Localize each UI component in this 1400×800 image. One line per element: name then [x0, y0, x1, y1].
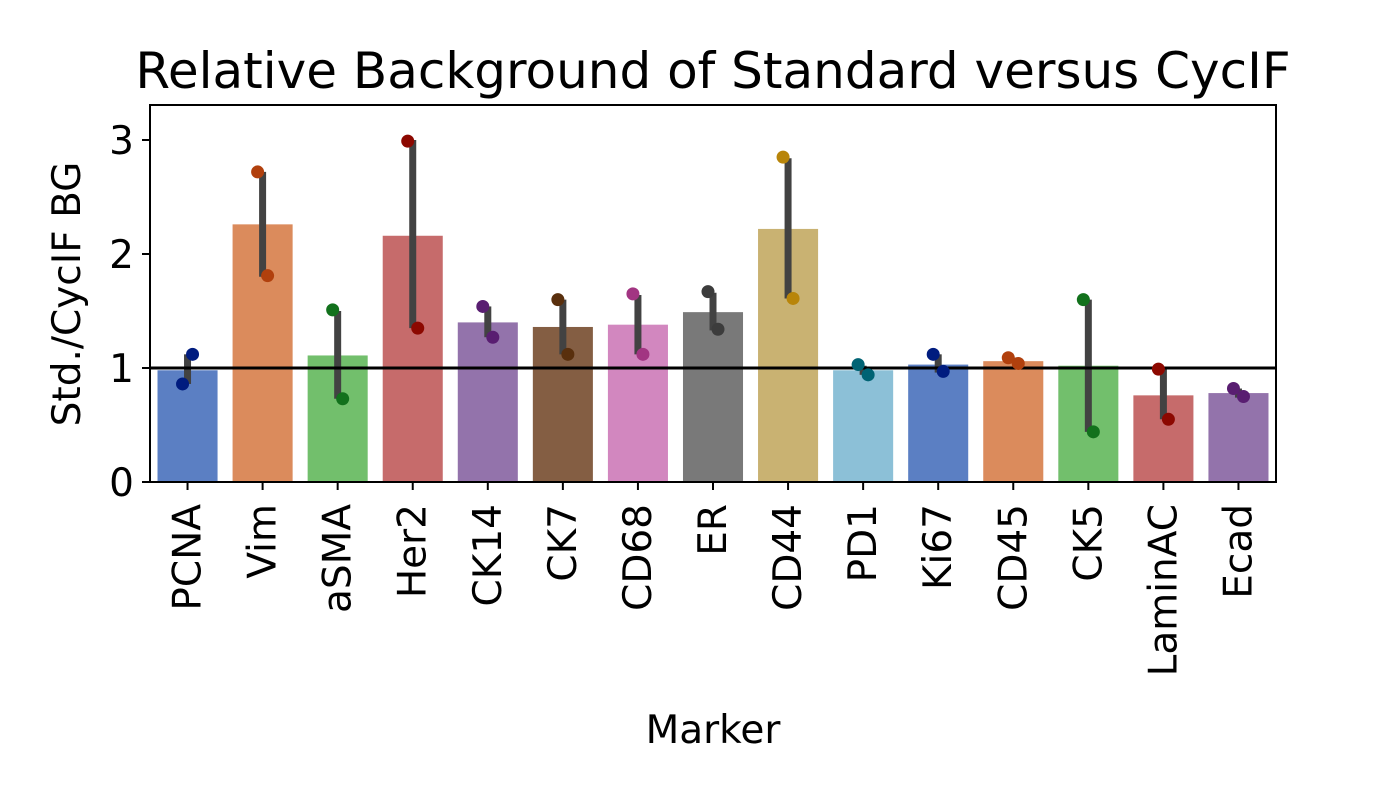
x-tick-label-PCNA: PCNA [166, 504, 211, 611]
data-point-CD45-2 [1011, 356, 1025, 370]
y-tick-label-1: 1 [109, 347, 134, 392]
data-point-PD1-2 [861, 368, 875, 382]
x-tick-label-Vim: Vim [241, 504, 286, 579]
bar-CD45 [983, 361, 1044, 482]
data-point-CD68-1 [626, 287, 640, 301]
data-point-aSMA-1 [326, 303, 340, 317]
y-tick-label-3: 3 [109, 119, 134, 164]
data-point-ER-2 [711, 322, 725, 336]
data-point-ER-1 [701, 285, 715, 299]
x-tick-label-Ki67: Ki67 [916, 504, 961, 590]
data-point-aSMA-2 [336, 392, 350, 406]
bars-layer [157, 224, 1269, 483]
data-point-Vim-1 [251, 165, 265, 179]
bar-CK14 [457, 322, 518, 482]
data-point-Ecad-2 [1236, 390, 1250, 403]
data-point-PD1-1 [851, 358, 865, 372]
x-tick-label-Her2: Her2 [391, 504, 436, 598]
data-point-Her2-1 [401, 134, 415, 148]
data-point-Ki67-2 [936, 364, 950, 378]
data-point-CD44-1 [776, 150, 790, 164]
y-tick-label-0: 0 [109, 461, 134, 506]
data-point-Ecad-1 [1226, 382, 1240, 396]
x-tick-label-CD68: CD68 [616, 504, 661, 611]
bar-PCNA [157, 370, 218, 482]
x-tick-label-CK7: CK7 [541, 504, 586, 582]
points-layer [176, 134, 1250, 439]
y-axis: 0 1 2 3 [109, 119, 150, 506]
x-tick-label-CD45: CD45 [991, 504, 1036, 611]
data-point-CD45-1 [1001, 351, 1015, 365]
data-point-PCNA-2 [186, 347, 200, 361]
data-point-CK7-2 [561, 347, 575, 361]
data-point-CD68-2 [636, 347, 650, 361]
x-tick-label-PD1: PD1 [841, 504, 886, 582]
x-tick-label-LaminAC: LaminAC [1141, 504, 1186, 676]
data-point-CK5-1 [1076, 293, 1090, 307]
x-axis-label: Marker [646, 708, 782, 753]
data-point-LaminAC-1 [1151, 362, 1165, 376]
bar-Ecad [1208, 393, 1269, 482]
data-point-CK14-2 [486, 330, 500, 344]
y-tick-label-2: 2 [109, 233, 134, 278]
bar-ER [682, 312, 744, 482]
x-tick-label-ER: ER [691, 504, 736, 556]
x-axis: PCNA Vim aSMA Her2 CK14 CK7 CD68 ER CD44 PD1 Ki67 C… [166, 482, 1261, 676]
data-point-Her2-2 [411, 321, 425, 335]
data-point-PCNA-1 [176, 377, 190, 391]
data-point-CD44-2 [786, 291, 800, 305]
x-tick-label-aSMA: aSMA [316, 504, 361, 613]
x-tick-label-CK14: CK14 [466, 504, 511, 606]
chart-title: Relative Background of Standard versus C… [135, 42, 1290, 100]
bar-Ki67 [908, 364, 969, 482]
y-axis-label: Std./CycIF BG [45, 162, 90, 427]
data-point-LaminAC-2 [1161, 412, 1175, 426]
data-point-CK14-1 [476, 299, 490, 313]
data-point-CK7-1 [551, 293, 565, 307]
x-tick-label-CK5: CK5 [1066, 504, 1111, 582]
data-point-CK5-2 [1086, 425, 1100, 439]
x-tick-label-Ecad: Ecad [1216, 504, 1261, 599]
data-point-Vim-2 [261, 269, 275, 283]
data-point-Ki67-1 [926, 347, 940, 361]
x-tick-label-CD44: CD44 [766, 504, 811, 611]
bar-PD1 [833, 370, 894, 482]
